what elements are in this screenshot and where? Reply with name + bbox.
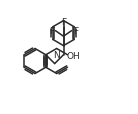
Text: F: F bbox=[73, 27, 78, 36]
Text: N: N bbox=[53, 50, 60, 59]
Text: F: F bbox=[49, 27, 54, 36]
Text: F: F bbox=[61, 18, 66, 27]
Text: OH: OH bbox=[66, 52, 80, 61]
